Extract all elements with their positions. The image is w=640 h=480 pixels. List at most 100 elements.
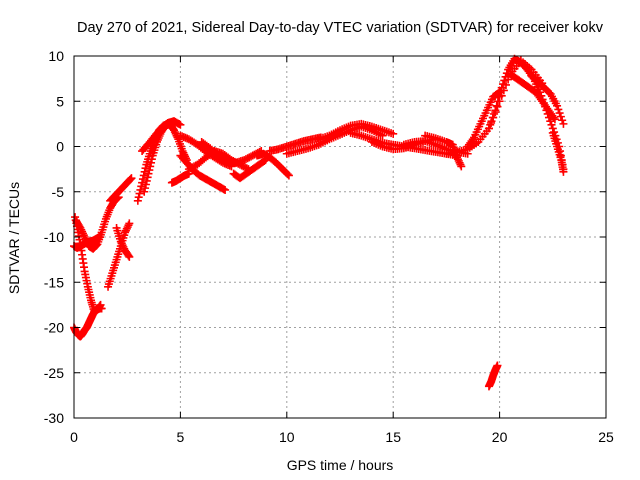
data-point [496, 88, 505, 97]
series-trace-ac [527, 71, 568, 128]
data-point [121, 226, 130, 235]
data-point [124, 221, 133, 230]
data-point [138, 178, 147, 187]
data-point [176, 120, 185, 129]
y-tick-label: 5 [56, 93, 64, 109]
data-point [79, 231, 88, 240]
data-point [500, 76, 509, 85]
chart-title: Day 270 of 2021, Sidereal Day-to-day VTE… [77, 20, 604, 36]
data-point [146, 162, 155, 171]
data-point [141, 164, 150, 173]
data-point [125, 175, 134, 184]
data-point [145, 166, 154, 175]
data-point [124, 251, 133, 260]
data-point [493, 361, 502, 370]
series-trace-b [71, 213, 105, 316]
data-point [170, 128, 179, 137]
x-tick-label: 25 [598, 429, 614, 445]
data-point [499, 80, 508, 89]
data-point [78, 227, 87, 236]
data-point [283, 170, 292, 179]
data-point [484, 124, 493, 133]
data-point [116, 237, 125, 246]
data-point [135, 189, 144, 198]
series-trace-ab [506, 70, 559, 124]
data-point [495, 92, 504, 101]
data-point [171, 129, 180, 138]
x-axis-label: GPS time / hours [287, 457, 394, 473]
data-point [126, 175, 135, 184]
data-point [119, 242, 128, 251]
series-trace-x [421, 131, 466, 171]
data-point [457, 162, 466, 171]
data-point [147, 155, 156, 164]
data-point [453, 155, 462, 164]
series-trace-ae [484, 361, 502, 391]
data-point [133, 196, 142, 205]
data-point [486, 120, 495, 129]
data-point [389, 129, 398, 138]
data-point [121, 228, 130, 237]
data-point [549, 113, 558, 122]
data-point [558, 116, 567, 125]
data-point [559, 167, 568, 176]
data-point [455, 158, 464, 167]
x-tick-label: 5 [177, 429, 185, 445]
data-point [137, 182, 146, 191]
data-point [96, 300, 105, 309]
series-trace-l [176, 151, 230, 194]
data-point [144, 169, 153, 178]
grid-lines [74, 56, 606, 418]
y-tick-label: -30 [44, 410, 64, 426]
data-point [454, 156, 463, 165]
data-point [491, 106, 500, 115]
data-point [501, 72, 510, 81]
axis-ticks: 0 5 10 15 20 25 -30 -25 -20 -15 -10 -5 0 5 10 [44, 48, 614, 445]
data-point [134, 193, 143, 202]
data-point [497, 83, 506, 92]
series-trace-ad [548, 128, 568, 176]
series-trace-k [167, 169, 193, 187]
data-point [550, 115, 559, 124]
data-point [487, 117, 496, 126]
data-point [468, 135, 477, 144]
y-tick-label: -15 [44, 274, 64, 290]
data-point [555, 109, 564, 118]
series-trace-g [112, 223, 134, 261]
data-point [140, 167, 149, 176]
data-point [554, 105, 563, 114]
data-point [138, 175, 147, 184]
series-trace-p [229, 156, 270, 183]
series-trace-t [314, 119, 398, 144]
data-point [559, 119, 568, 128]
series-trace-d [70, 233, 104, 252]
data-point [95, 233, 104, 241]
data-point [553, 101, 562, 110]
data-point [141, 184, 150, 193]
data-point [117, 239, 126, 248]
data-point [178, 147, 187, 156]
x-tick-label: 15 [385, 429, 401, 445]
data-point [77, 225, 86, 234]
data-point [127, 174, 136, 183]
series-trace-f [106, 174, 136, 205]
data-point [140, 187, 149, 196]
data-point [492, 101, 501, 110]
data-point [142, 176, 151, 185]
y-tick-label: -20 [44, 320, 64, 336]
data-point [125, 219, 134, 228]
data-point [556, 112, 565, 121]
y-tick-label: 0 [56, 139, 64, 155]
series-trace-z [463, 88, 504, 151]
data-point [221, 185, 230, 194]
data-point [141, 180, 150, 189]
data-point [547, 120, 556, 129]
x-tick-label: 10 [279, 429, 295, 445]
data-point [284, 171, 293, 180]
data-point [122, 224, 131, 233]
series-trace-q [253, 149, 293, 180]
data-point [139, 171, 148, 180]
data-points [70, 54, 568, 391]
x-tick-label: 0 [70, 429, 78, 445]
